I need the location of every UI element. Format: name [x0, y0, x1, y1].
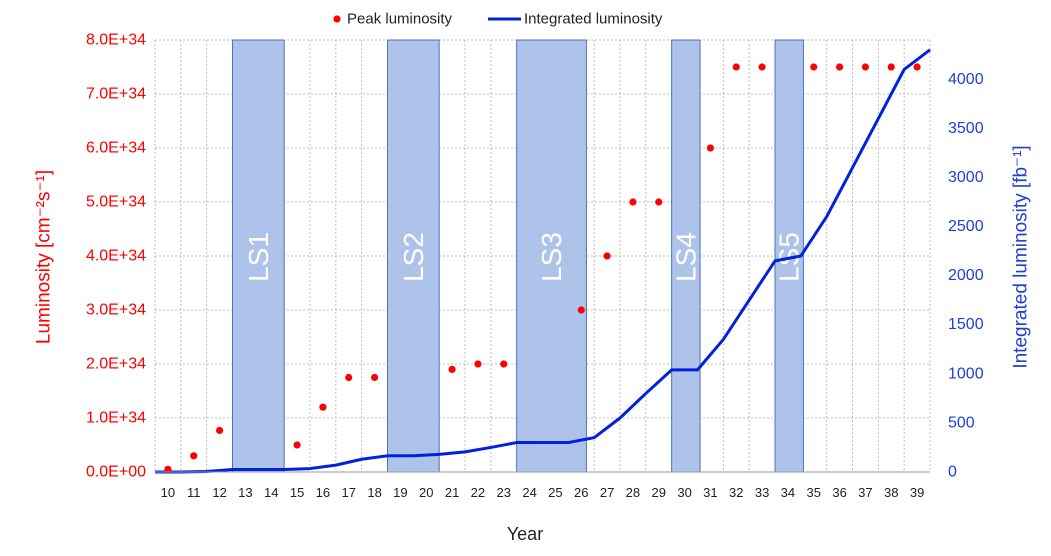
- x-tick-label: 33: [755, 485, 769, 500]
- peak-luminosity-point: [835, 63, 844, 71]
- x-tick-label: 22: [471, 485, 485, 500]
- legend-peak-marker: [333, 15, 341, 23]
- y-left-tick-label: 4.0E+34: [86, 248, 146, 265]
- x-tick-label: 35: [807, 485, 821, 500]
- x-tick-label: 31: [703, 485, 717, 500]
- x-tick-label: 34: [781, 485, 795, 500]
- x-tick-label: 15: [290, 485, 304, 500]
- peak-luminosity-point: [603, 252, 611, 260]
- x-tick-label: 13: [238, 485, 252, 500]
- shutdown-label-ls1: LS1: [243, 232, 274, 282]
- legend: Peak luminosity Integrated luminosity: [333, 11, 663, 28]
- legend-integrated-label: Integrated luminosity: [524, 11, 663, 28]
- shutdown-band-ls3: [516, 39, 587, 473]
- peak-luminosity-point: [190, 452, 198, 460]
- peak-luminosity-point: [758, 63, 766, 71]
- peak-luminosity-point: [732, 63, 740, 71]
- peak-luminosity-point: [500, 360, 508, 368]
- x-tick-label: 19: [393, 485, 407, 500]
- x-tick-label: 32: [729, 485, 743, 500]
- peak-luminosity-point: [319, 403, 327, 411]
- y-left-tick-label: 5.0E+34: [86, 194, 146, 211]
- y-right-tick-label: 2500: [948, 218, 984, 235]
- x-tick-label: 21: [445, 485, 459, 500]
- peak-luminosity-point: [370, 373, 379, 382]
- peak-luminosity-point: [913, 63, 921, 71]
- peak-luminosity-point: [861, 63, 870, 71]
- x-tick-label: 14: [264, 485, 278, 500]
- x-tick-label: 18: [367, 485, 381, 500]
- shutdown-label-ls2: LS2: [398, 232, 429, 282]
- x-tick-label: 38: [884, 485, 898, 500]
- axis-layer: 10 11 12 13 14 15 16 17 18 19 20 21 22 23 24 25 26 27 28 29…: [86, 32, 984, 501]
- peak-luminosity-point: [293, 441, 301, 449]
- legend-peak-label: Peak luminosity: [347, 11, 453, 28]
- x-tick-label: 39: [910, 485, 924, 500]
- x-tick-label: 20: [419, 485, 433, 500]
- peak-luminosity-point: [345, 373, 353, 382]
- shutdown-band-ls2: [387, 39, 440, 473]
- shutdown-band-ls4: [671, 39, 701, 473]
- y-right-tick-label: 0: [948, 464, 957, 481]
- y-axis-right-title: Integrated luminosity [fb⁻¹]: [1011, 145, 1032, 368]
- line-layer: [155, 48, 931, 474]
- peak-luminosity-point: [215, 426, 224, 435]
- x-tick-label: 17: [342, 485, 356, 500]
- x-tick-label: 12: [212, 485, 226, 500]
- peak-luminosity-point: [164, 465, 172, 473]
- x-tick-label: 26: [574, 485, 588, 500]
- x-tick-label: 24: [522, 485, 536, 500]
- peak-luminosity-point: [887, 63, 895, 71]
- x-tick-label: 30: [677, 485, 691, 500]
- y-left-tick-label: 6.0E+34: [86, 140, 146, 157]
- y-right-tick-label: 3500: [948, 120, 984, 137]
- y-right-tick-label: 2000: [948, 267, 984, 284]
- peak-luminosity-point: [629, 198, 637, 206]
- x-axis-title: Year: [507, 524, 543, 544]
- y-left-tick-label: 3.0E+34: [86, 302, 146, 319]
- integrated-luminosity-line: [155, 48, 931, 474]
- y-left-tick-label: 8.0E+34: [86, 32, 146, 49]
- point-layer: [164, 63, 921, 473]
- y-right-tick-label: 3000: [948, 169, 984, 186]
- y-axis-left-title: Luminosity [cm⁻²s⁻¹]: [34, 170, 55, 344]
- x-tick-label: 29: [652, 485, 666, 500]
- y-left-tick-label: 7.0E+34: [86, 86, 146, 103]
- y-right-tick-label: 500: [948, 414, 975, 431]
- y-right-tick-label: 1500: [948, 316, 984, 333]
- x-tick-label: 25: [548, 485, 562, 500]
- shutdown-label-ls3: LS3: [536, 232, 567, 282]
- shutdown-layer: LS1 LS2 LS3 LS4 LS5: [232, 39, 805, 473]
- y-left-tick-label: 2.0E+34: [86, 356, 146, 373]
- peak-luminosity-point: [655, 198, 663, 206]
- peak-luminosity-point: [706, 144, 715, 152]
- x-tick-label: 10: [161, 485, 175, 500]
- y-left-tick-label: 1.0E+34: [86, 410, 146, 427]
- y-right-tick-label: 4000: [948, 71, 984, 88]
- x-tick-label: 37: [858, 485, 872, 500]
- shutdown-band-ls1: [232, 39, 285, 473]
- y-right-tick-label: 1000: [948, 365, 984, 382]
- peak-luminosity-point: [448, 365, 456, 373]
- x-tick-label: 28: [626, 485, 640, 500]
- peak-luminosity-point: [577, 306, 585, 314]
- x-tick-label: 23: [497, 485, 511, 500]
- peak-luminosity-point: [810, 63, 818, 71]
- x-tick-label: 27: [600, 485, 614, 500]
- x-tick-label: 36: [832, 485, 846, 500]
- shutdown-label-ls4: LS4: [670, 232, 701, 282]
- x-tick-label: 11: [187, 485, 201, 500]
- y-left-tick-label: 0.0E+00: [86, 464, 146, 481]
- peak-luminosity-point: [474, 360, 482, 368]
- x-tick-label: 16: [316, 485, 330, 500]
